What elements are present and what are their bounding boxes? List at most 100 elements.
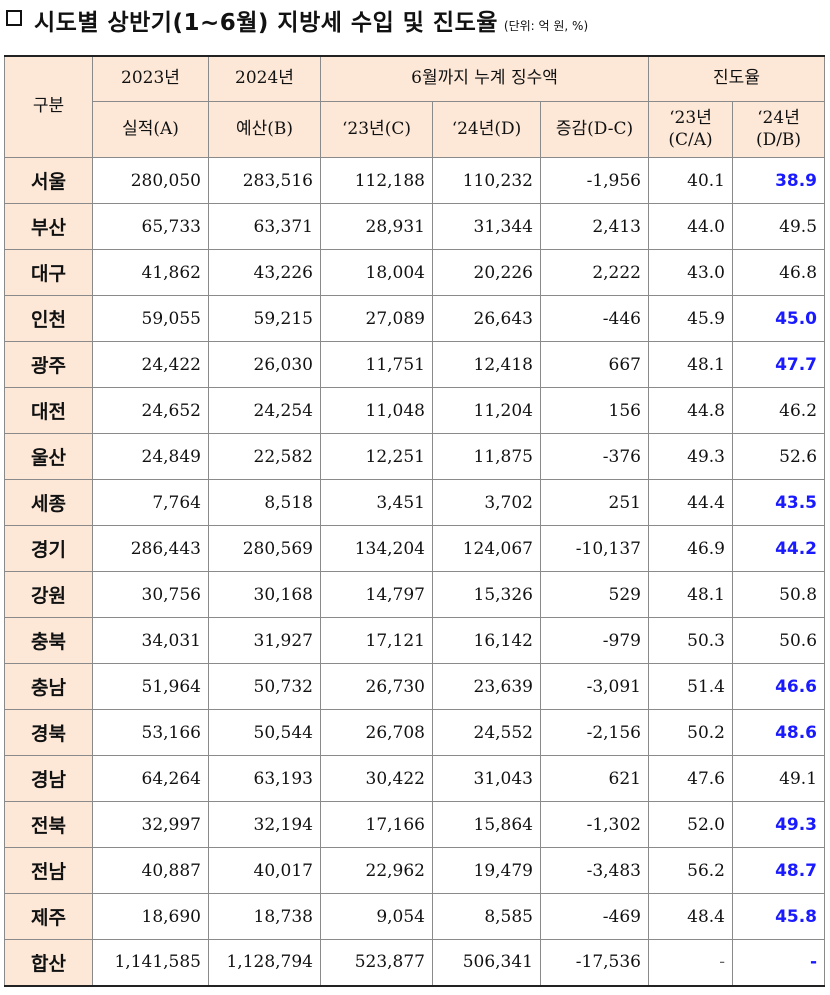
cell-change: -10,137 <box>540 525 649 572</box>
cell-rate-24: 49.1 <box>731 755 826 802</box>
cell-change: 251 <box>540 479 649 526</box>
cell-actual-2023: 40,887 <box>92 847 209 894</box>
cell-change: -3,091 <box>540 663 649 710</box>
cell-rate-23: 43.0 <box>648 249 733 296</box>
cell-region: 경남 <box>4 755 93 802</box>
cell-rate-23: 48.1 <box>648 341 733 388</box>
cell-actual-2023: 59,055 <box>92 295 209 342</box>
cell-rate-24: 50.8 <box>731 571 826 618</box>
cell-actual-2023: 64,264 <box>92 755 209 802</box>
cell-rate-24: 46.8 <box>731 249 826 296</box>
header-2024: 2024년 <box>208 55 321 102</box>
cell-budget-2024: 280,569 <box>208 525 321 572</box>
cell-collected-23: 17,166 <box>320 801 433 848</box>
cell-rate-23: 50.2 <box>648 709 733 756</box>
cell-rate-23: - <box>648 939 733 986</box>
header-progress: 진도율 <box>647 55 826 102</box>
header-region: 구분 <box>4 55 93 158</box>
cell-change: -1,956 <box>540 157 649 204</box>
cell-budget-2024: 31,927 <box>208 617 321 664</box>
cell-collected-23: 523,877 <box>320 939 433 986</box>
cell-region: 울산 <box>4 433 93 480</box>
header-rate-23-line1: ‘23년 <box>669 108 712 129</box>
cell-region: 전북 <box>4 801 93 848</box>
cell-budget-2024: 26,030 <box>208 341 321 388</box>
header-cumulative: 6월까지 누계 징수액 <box>320 55 649 102</box>
cell-change: -3,483 <box>540 847 649 894</box>
cell-rate-24: 46.6 <box>731 663 826 710</box>
table-row: 인천 59,055 59,215 27,089 26,643 -446 45.9 45.0 <box>4 295 826 342</box>
table-row: 전북 32,997 32,194 17,166 15,864 -1,302 52.0 49.3 <box>4 801 826 848</box>
cell-collected-23: 26,708 <box>320 709 433 756</box>
table-row: 경북 53,166 50,544 26,708 24,552 -2,156 50.2 48.6 <box>4 709 826 756</box>
cell-rate-23: 48.1 <box>648 571 733 618</box>
cell-budget-2024: 63,193 <box>208 755 321 802</box>
cell-region: 경기 <box>4 525 93 572</box>
cell-collected-23: 14,797 <box>320 571 433 618</box>
cell-budget-2024: 18,738 <box>208 893 321 940</box>
cell-rate-23: 44.0 <box>648 203 733 250</box>
cell-rate-24: 47.7 <box>731 341 826 388</box>
cell-collected-23: 3,451 <box>320 479 433 526</box>
cell-budget-2024: 32,194 <box>208 801 321 848</box>
cell-rate-24: - <box>731 939 826 986</box>
cell-actual-2023: 51,964 <box>92 663 209 710</box>
header-d24: ‘24년(D) <box>432 101 541 158</box>
table-row: 울산 24,849 22,582 12,251 11,875 -376 49.3 52.6 <box>4 433 826 480</box>
cell-budget-2024: 8,518 <box>208 479 321 526</box>
cell-collected-23: 134,204 <box>320 525 433 572</box>
cell-actual-2023: 280,050 <box>92 157 209 204</box>
cell-collected-24: 11,875 <box>432 433 541 480</box>
cell-rate-23: 52.0 <box>648 801 733 848</box>
cell-actual-2023: 24,422 <box>92 341 209 388</box>
table-row: 합산 1,141,585 1,128,794 523,877 506,341 -17,53… <box>4 939 826 986</box>
cell-change: -17,536 <box>540 939 649 986</box>
cell-rate-23: 48.4 <box>648 893 733 940</box>
cell-budget-2024: 22,582 <box>208 433 321 480</box>
header-actual: 실적(A) <box>92 101 209 158</box>
cell-change: 529 <box>540 571 649 618</box>
cell-change: -376 <box>540 433 649 480</box>
cell-budget-2024: 1,128,794 <box>208 939 321 986</box>
cell-collected-24: 12,418 <box>432 341 541 388</box>
header-2023: 2023년 <box>92 55 209 102</box>
header-row-1: 구분 2023년 2024년 6월까지 누계 징수액 진도율 <box>4 55 826 158</box>
cell-actual-2023: 32,997 <box>92 801 209 848</box>
cell-change: -1,302 <box>540 801 649 848</box>
title-unit: (단위: 억 원, %) <box>503 19 589 33</box>
cell-rate-24: 52.6 <box>731 433 826 480</box>
cell-collected-23: 27,089 <box>320 295 433 342</box>
cell-budget-2024: 59,215 <box>208 295 321 342</box>
cell-actual-2023: 7,764 <box>92 479 209 526</box>
table-row: 세종 7,764 8,518 3,451 3,702 251 44.4 43.5 <box>4 479 826 526</box>
cell-rate-24: 46.2 <box>731 387 826 434</box>
cell-collected-24: 110,232 <box>432 157 541 204</box>
cell-rate-24: 49.3 <box>731 801 826 848</box>
cell-budget-2024: 50,732 <box>208 663 321 710</box>
cell-actual-2023: 34,031 <box>92 617 209 664</box>
cell-budget-2024: 24,254 <box>208 387 321 434</box>
cell-rate-23: 50.3 <box>648 617 733 664</box>
table-row: 대전 24,652 24,254 11,048 11,204 156 44.8 46.2 <box>4 387 826 434</box>
cell-change: -979 <box>540 617 649 664</box>
cell-collected-24: 15,864 <box>432 801 541 848</box>
cell-collected-23: 22,962 <box>320 847 433 894</box>
cell-collected-23: 26,730 <box>320 663 433 710</box>
cell-change: -446 <box>540 295 649 342</box>
cell-collected-23: 11,751 <box>320 341 433 388</box>
header-row-2: 실적(A) 예산(B) ‘23년(C) ‘24년(D) 증감(D-C) ‘23년… <box>5 101 826 158</box>
cell-change: 156 <box>540 387 649 434</box>
cell-collected-23: 30,422 <box>320 755 433 802</box>
table-row: 광주 24,422 26,030 11,751 12,418 667 48.1 47.7 <box>4 341 826 388</box>
table-row: 충남 51,964 50,732 26,730 23,639 -3,091 51.4 46.6 <box>4 663 826 710</box>
cell-rate-24: 44.2 <box>731 525 826 572</box>
page-title: 시도별 상반기(1~6월) 지방세 수입 및 진도율 (단위: 억 원, %) <box>34 3 588 37</box>
cell-rate-23: 44.8 <box>648 387 733 434</box>
cell-rate-23: 40.1 <box>648 157 733 204</box>
cell-rate-23: 46.9 <box>648 525 733 572</box>
cell-region: 광주 <box>4 341 93 388</box>
cell-budget-2024: 30,168 <box>208 571 321 618</box>
cell-actual-2023: 53,166 <box>92 709 209 756</box>
cell-collected-23: 11,048 <box>320 387 433 434</box>
cell-rate-23: 56.2 <box>648 847 733 894</box>
